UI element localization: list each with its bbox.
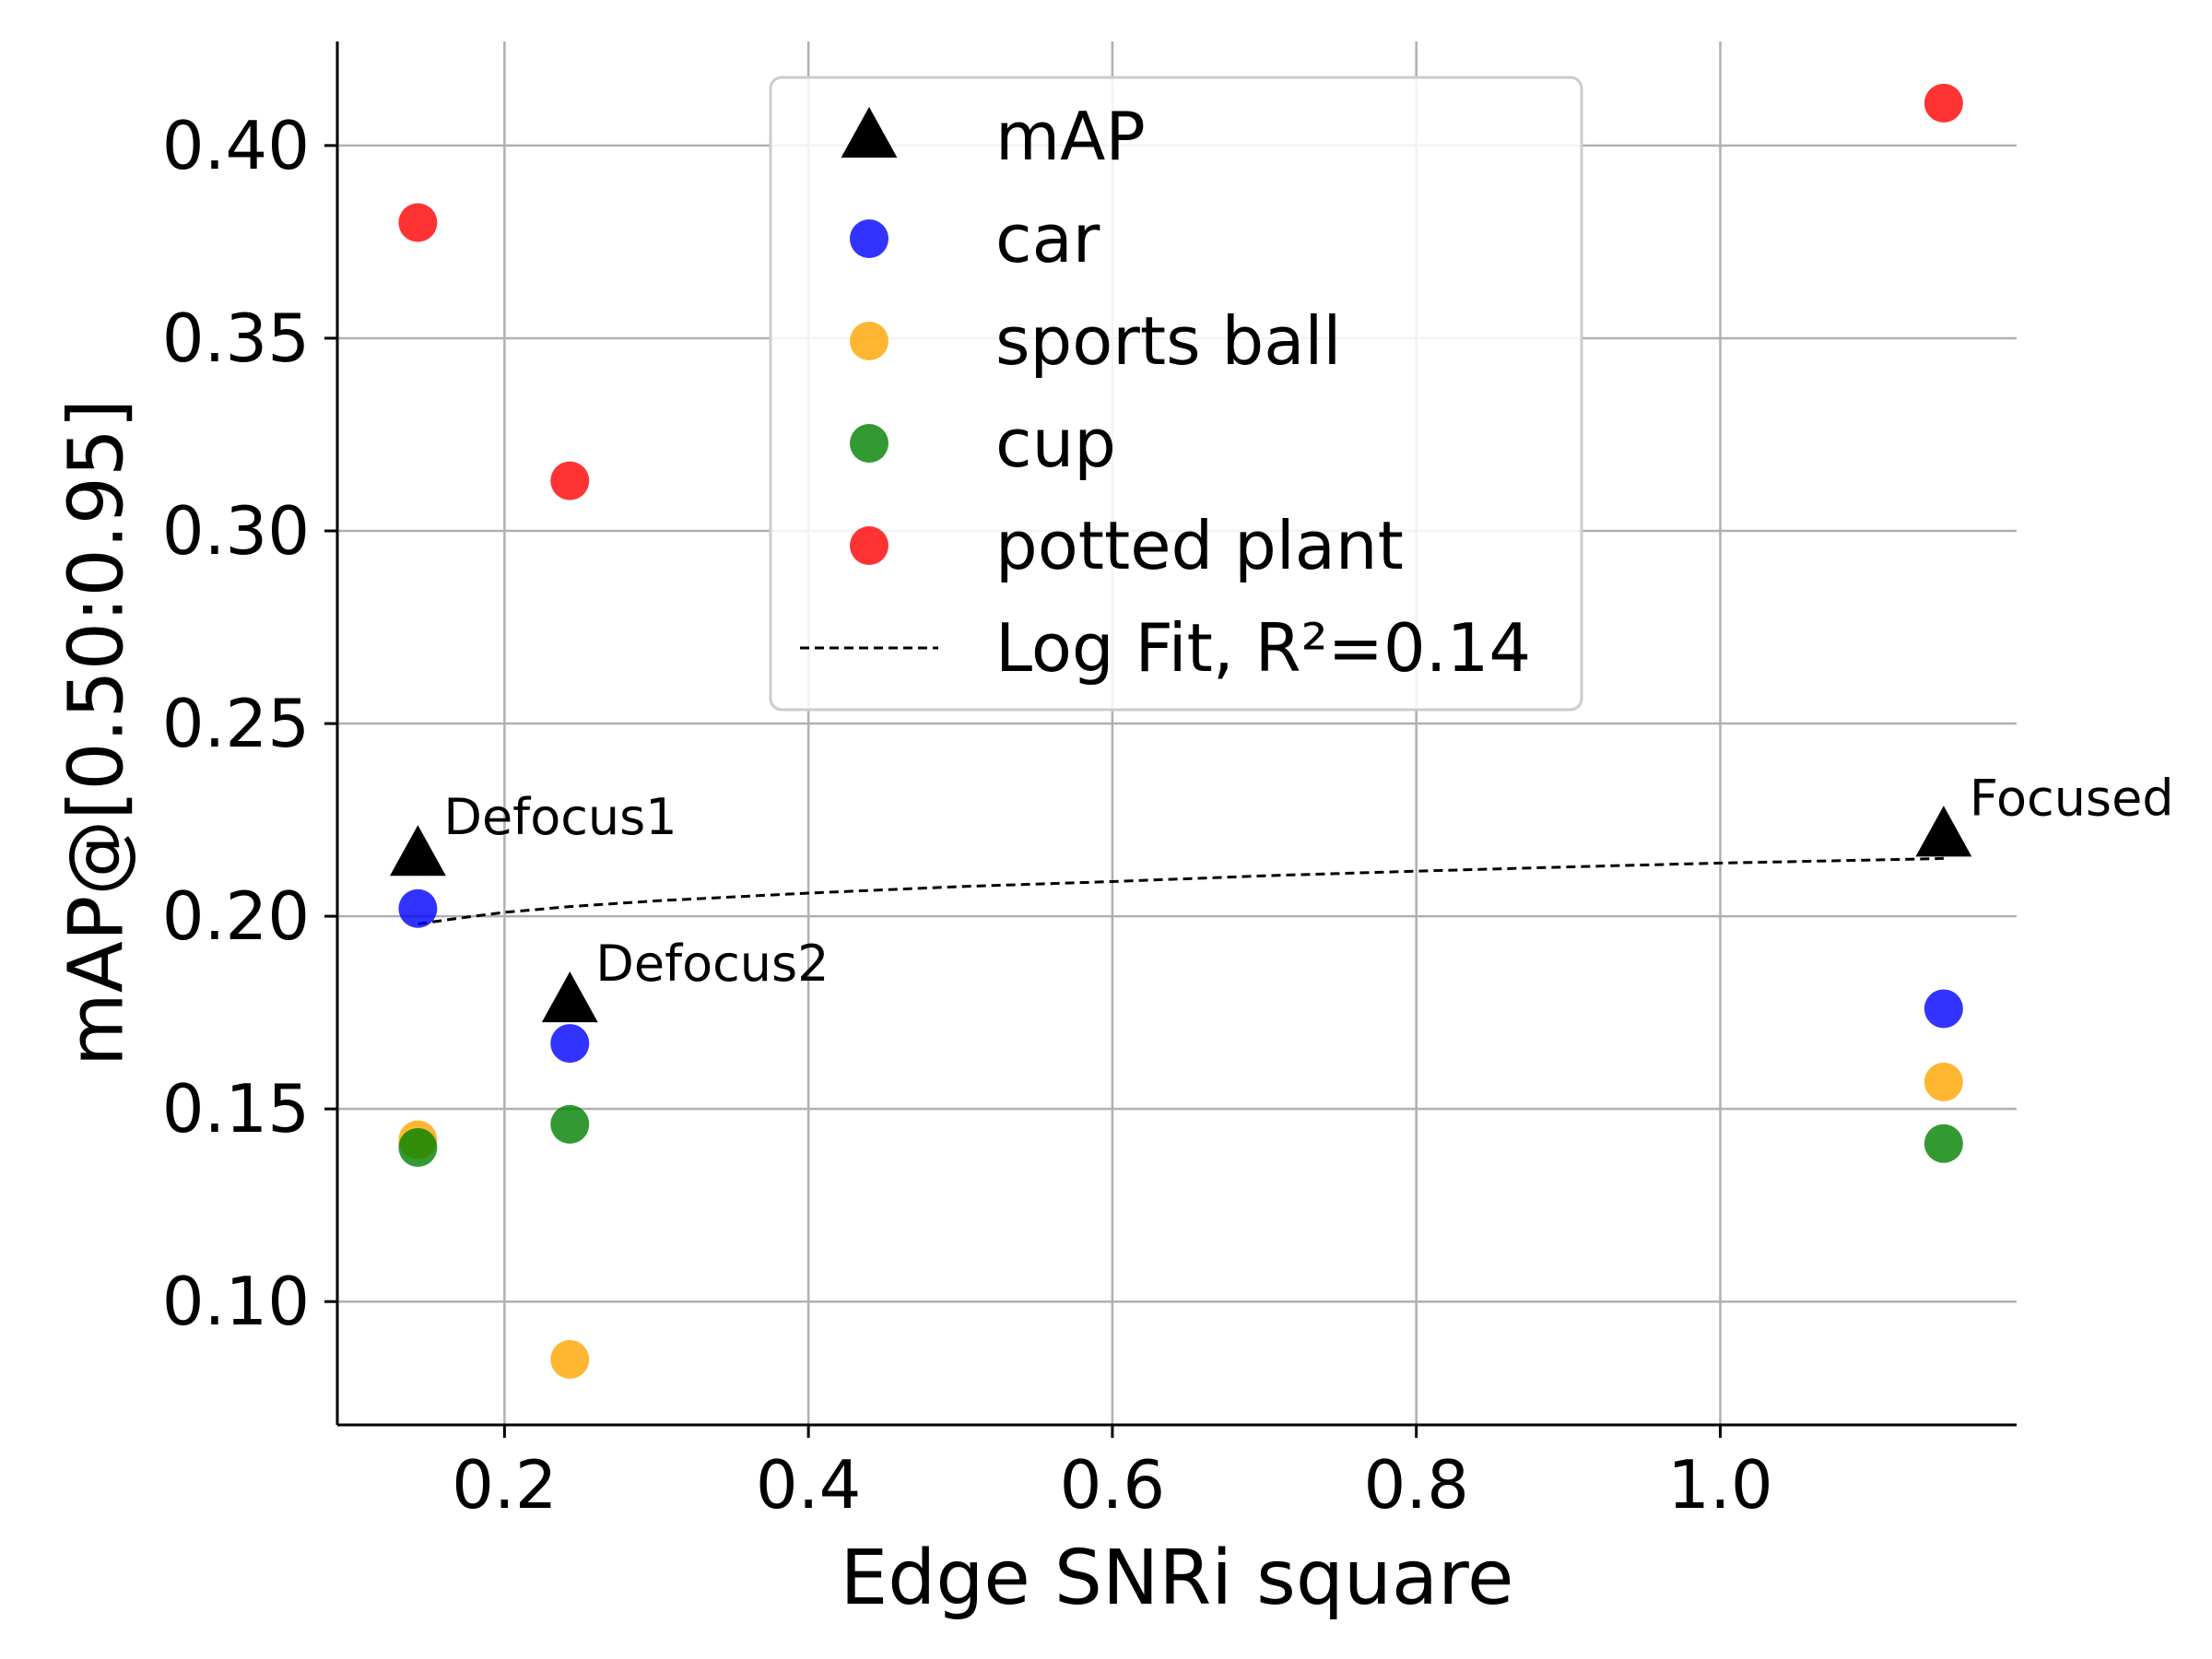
legend-label-sports-ball: sports ball [995,302,1341,380]
legend-label-map: mAP [995,98,1146,175]
legend: mAP car sports ball cup potted plant Log Fit,… [769,76,1583,712]
point-cup [398,1127,438,1167]
point-map [1915,806,1972,857]
y-axis-title: mAP@[0.50:0.95] [53,399,141,1066]
y-tick-label: 0.15 [162,1070,310,1147]
point-car [398,888,438,928]
axis-ticks: 0.2 0.4 0.6 0.8 1.0 0.10 0.15 0.20 0.25 0.30 0.35 0… [162,107,1773,1524]
x-tick-label: 0.6 [1060,1446,1166,1524]
legend-label-car: car [995,200,1100,277]
point-potted-plant [550,461,590,500]
legend-marker-car [850,219,888,258]
x-tick-label: 0.4 [756,1446,862,1524]
data-points [389,83,1972,1379]
y-tick-label: 0.10 [162,1263,310,1340]
legend-marker-map [841,107,898,159]
point-cup [1924,1124,1963,1163]
legend-marker-sports-ball [850,322,888,360]
annotation-focused: Focused [1970,769,2174,827]
point-car [550,1024,590,1064]
point-map [541,971,598,1023]
y-tick-label: 0.20 [162,877,310,955]
legend-label-log-fit-r-0-14: Log Fit, R²=0.14 [995,609,1531,687]
legend-label-potted-plant: potted plant [995,507,1404,584]
legend-label-cup: cup [995,405,1116,482]
point-sports-ball [550,1339,590,1379]
x-tick-label: 0.2 [452,1446,558,1524]
log-fit-layer [418,856,1944,925]
point-sports-ball [1924,1062,1963,1101]
legend-marker-potted-plant [850,526,888,565]
point-cup [550,1104,590,1144]
y-tick-label: 0.30 [162,492,310,570]
axes [335,41,2017,1427]
x-axis-title: Edge SNRi square [841,1535,1514,1622]
y-tick-label: 0.35 [162,300,310,377]
point-annotations: Defocus1 Defocus2 Focused [443,769,2173,993]
y-tick-label: 0.40 [162,107,310,184]
point-map [389,825,446,877]
legend-marker-cup [850,424,888,463]
annotation-defocus1: Defocus1 [443,788,677,846]
log-fit-line [418,856,1944,925]
x-tick-label: 0.8 [1363,1446,1469,1524]
point-car [1924,989,1963,1029]
x-tick-label: 1.0 [1667,1446,1773,1524]
y-tick-label: 0.25 [162,685,310,762]
point-potted-plant [398,203,438,242]
annotation-defocus2: Defocus2 [595,935,829,993]
point-potted-plant [1924,83,1963,123]
legend-box [769,76,1583,712]
